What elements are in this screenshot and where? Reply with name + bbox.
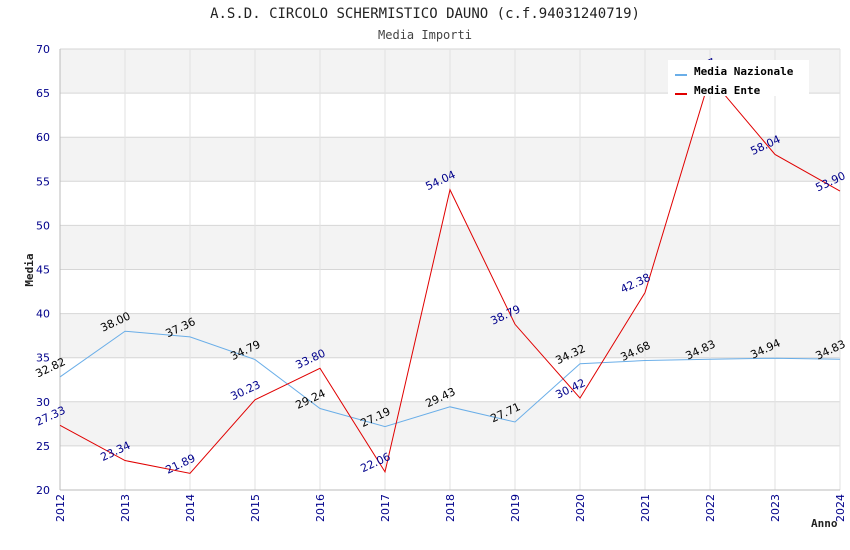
x-tick-labels: 2012 2013 2014 2015 2016 2017 2018 2019 2020 2021…: [54, 494, 847, 522]
y-tick-label: 45: [36, 264, 50, 277]
legend-box: [668, 60, 809, 96]
chart-subtitle: Media Importi: [378, 28, 472, 42]
y-tick-label: 55: [36, 175, 50, 188]
y-tick-label: 60: [36, 131, 50, 144]
x-tick-label: 2024: [834, 494, 847, 522]
y-tick-label: 25: [36, 440, 50, 453]
y-tick-label: 30: [36, 396, 50, 409]
legend: Media Nazionale Media Ente: [668, 60, 809, 97]
chart-title: A.S.D. CIRCOLO SCHERMISTICO DAUNO (c.f.9…: [210, 6, 640, 22]
x-tick-label: 2021: [639, 494, 652, 522]
x-tick-label: 2023: [769, 494, 782, 522]
legend-label: Media Ente: [694, 84, 761, 97]
x-tick-label: 2014: [184, 494, 197, 522]
y-tick-label: 65: [36, 87, 50, 100]
x-tick-label: 2015: [249, 494, 262, 522]
y-tick-labels: 20 25 30 35 40 45 50 55 60 65 70: [36, 43, 50, 497]
y-tick-label: 35: [36, 352, 50, 365]
x-tick-label: 2019: [509, 494, 522, 522]
y-tick-label: 50: [36, 219, 50, 232]
axes: [59, 49, 840, 491]
x-tick-label: 2012: [54, 494, 67, 522]
y-tick-label: 20: [36, 484, 50, 497]
y-axis-label: Media: [23, 253, 36, 286]
x-tick-label: 2022: [704, 494, 717, 522]
x-tick-label: 2018: [444, 494, 457, 522]
x-tick-label: 2016: [314, 494, 327, 522]
x-axis-label: Anno: [811, 517, 838, 530]
series-line-1: [59, 330, 841, 428]
y-tick-label: 70: [36, 43, 50, 56]
legend-label: Media Nazionale: [694, 65, 794, 78]
x-tick-label: 2017: [379, 494, 392, 522]
x-tick-label: 2020: [574, 494, 587, 522]
y-tick-label: 40: [36, 308, 50, 321]
x-tick-label: 2013: [119, 494, 132, 522]
